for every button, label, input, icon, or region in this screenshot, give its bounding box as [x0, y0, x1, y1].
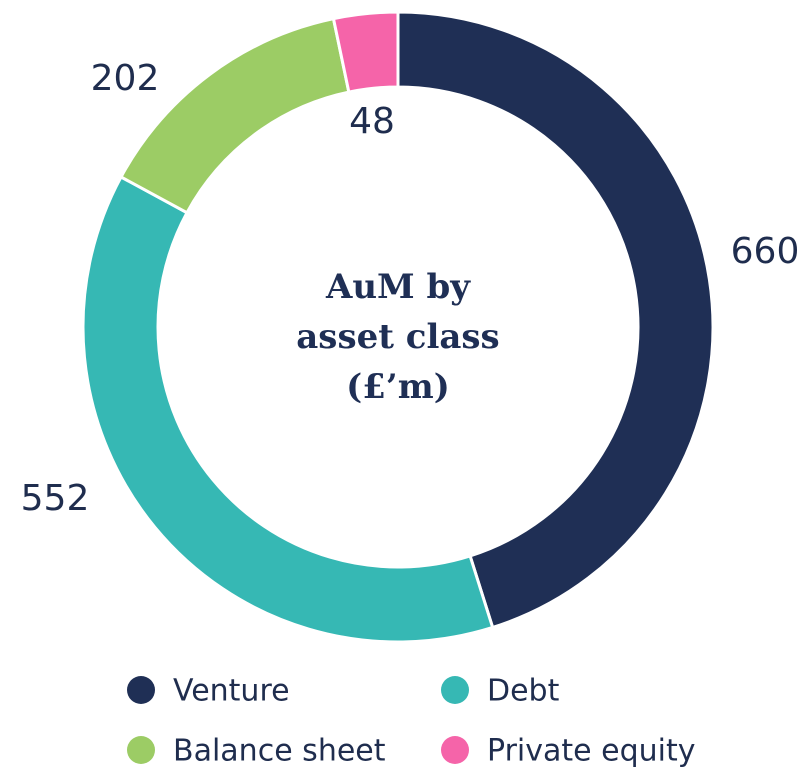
value-label: 202	[91, 58, 160, 99]
donut-segment	[81, 174, 495, 644]
legend-label: Private equity	[487, 734, 696, 769]
legend-marker	[441, 736, 469, 764]
value-label: 660	[731, 231, 800, 272]
legend-label: Venture	[173, 674, 290, 709]
chart-title: AuM by asset class (£’m)	[296, 267, 500, 407]
donut-segment	[396, 10, 715, 630]
value-label: 48	[349, 101, 395, 142]
legend-label: Balance sheet	[173, 734, 386, 769]
legend-marker	[441, 676, 469, 704]
donut-segment	[331, 10, 400, 94]
legend-marker	[127, 736, 155, 764]
donut-segment	[118, 16, 351, 215]
value-label: 552	[21, 478, 90, 519]
legend-marker	[127, 676, 155, 704]
legend-label: Debt	[487, 674, 560, 709]
